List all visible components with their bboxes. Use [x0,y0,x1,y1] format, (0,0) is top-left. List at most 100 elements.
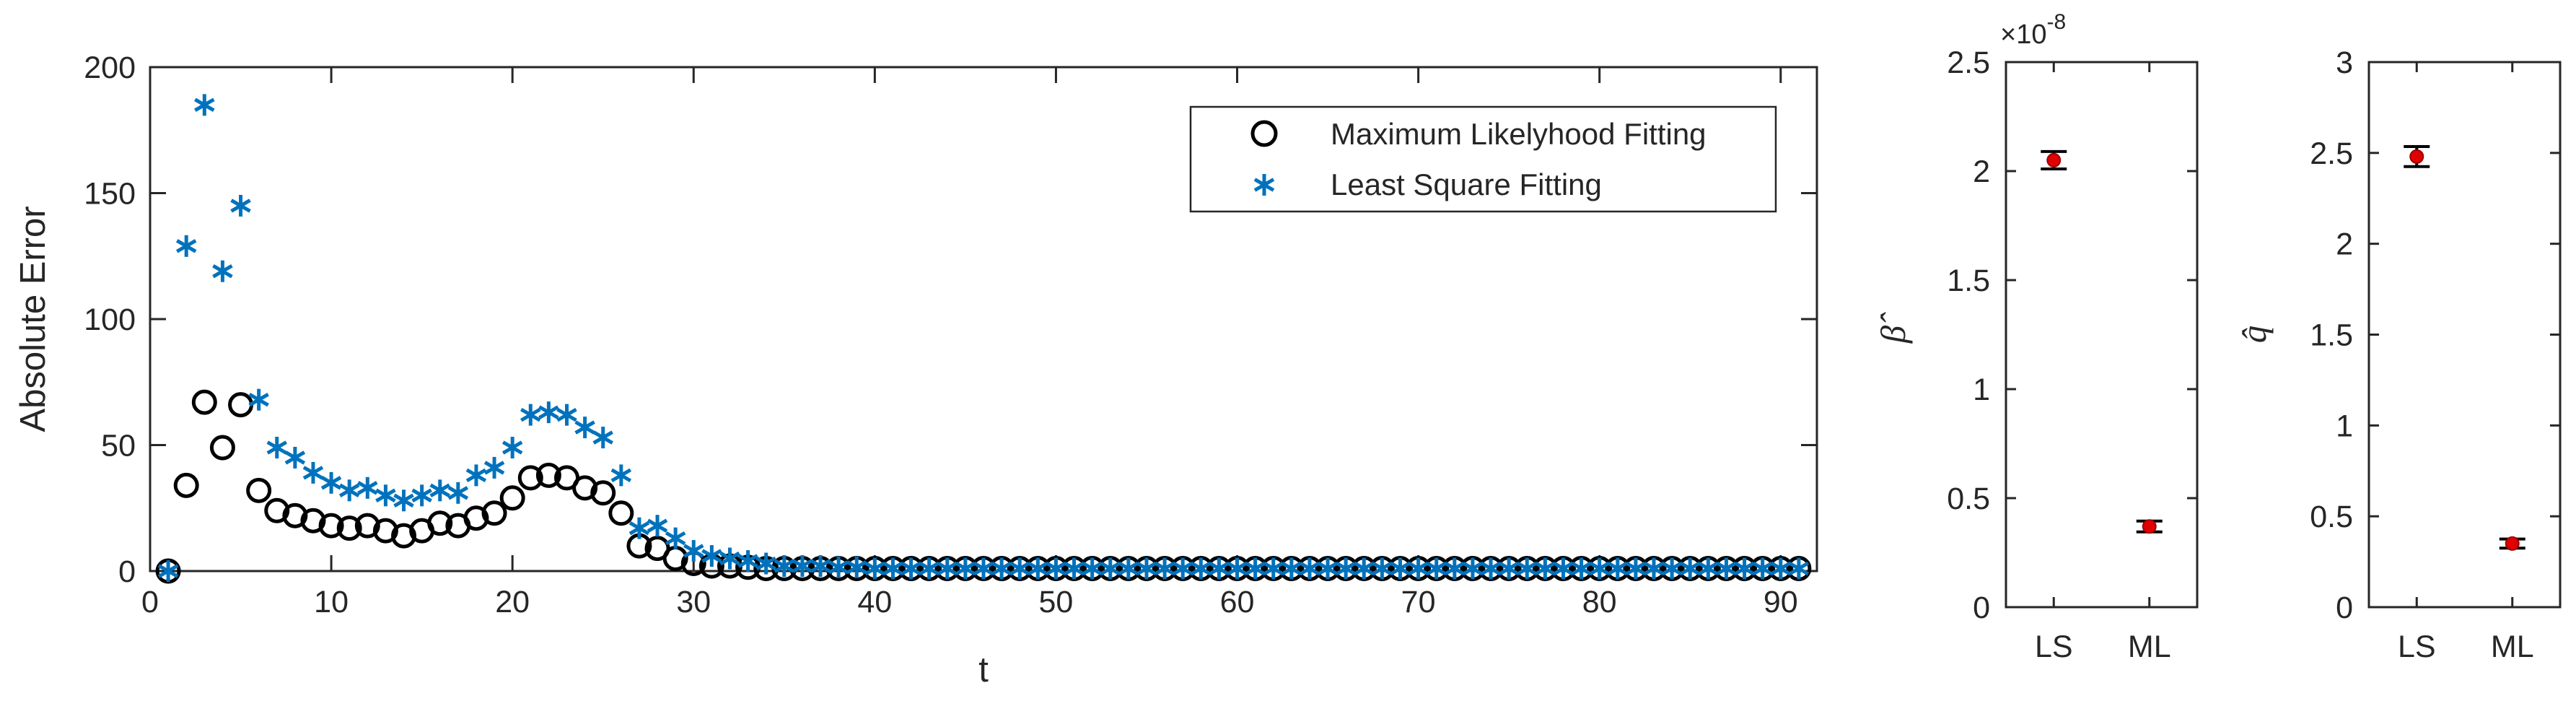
ls-point [864,557,885,580]
ls-point [1517,557,1538,580]
ls-point [194,94,215,116]
x-tick-label: 70 [1401,585,1436,619]
ls-point [955,557,976,580]
ml-point [391,523,417,549]
ls-point [375,484,396,507]
category-label: LS [2398,630,2436,664]
ls-point [320,471,342,494]
ls-point [157,560,179,582]
ls-point [1100,557,1121,580]
ls-point [1752,557,1773,580]
ls-point [248,388,269,411]
ml-point [354,513,380,539]
main-x-axis-label: t [978,650,989,689]
ml-point [336,515,362,541]
ml-point [463,505,489,531]
y-tick-label: 50 [101,429,136,463]
ls-point [846,556,867,578]
ls-point [1064,557,1085,580]
ml-point [517,465,543,491]
ls-point [1009,557,1030,580]
ls-point [1172,557,1193,580]
ls-point [1390,557,1411,580]
ls-point [1462,557,1484,580]
y-tick-label: 2.5 [1947,45,1990,80]
ls-point [230,194,251,217]
x-tick-label: 60 [1220,585,1255,619]
ls-point [1698,557,1719,580]
ls-point [1191,557,1212,580]
ls-point [465,464,487,487]
beta-data-marks [2041,149,2163,534]
ls-point [538,401,559,424]
x-tick-label: 30 [676,585,711,619]
ml-point [590,480,616,506]
x-tick-label: 40 [857,585,892,619]
errorbar-ls [2404,145,2430,168]
estimate-point-ls [2409,149,2424,164]
ls-point [1046,557,1066,580]
ls-point [284,446,306,469]
ls-point [574,417,595,439]
ml-point [535,462,561,488]
x-tick-label: 20 [495,585,530,619]
legend-asterisk-marker [1253,174,1275,196]
ml-point [191,389,217,415]
ls-point [1136,557,1157,580]
category-label: ML [2128,630,2171,664]
ls-point [647,515,668,537]
ls-point [919,557,939,580]
ls-point [1480,557,1502,580]
ls-point [447,482,469,504]
errorbar-ml [2136,519,2163,534]
q-errorbar-chart: 0 0.5 1 1.5 2 2.5 3 LS ML q̂ [2234,45,2562,664]
ls-point [520,404,541,426]
ls-point [828,556,849,578]
ls-point [1498,557,1520,580]
ml-point [608,500,634,526]
x-tick-label: 0 [141,585,159,619]
ls-point [393,489,414,512]
category-label: ML [2491,630,2534,664]
ml-point [282,502,308,528]
ls-point [1408,557,1429,580]
ls-point [1444,557,1466,580]
ml-point [264,497,290,523]
legend-entry-ml: Maximum Likelyhood Fitting [1331,117,1707,151]
estimate-point-ml [2505,536,2520,551]
ls-point [1661,557,1683,580]
ls-point [483,456,505,479]
q-axis-ticks: 0 0.5 1 1.5 2 2.5 3 LS ML [2310,45,2560,664]
ls-point [1118,557,1139,580]
ls-point [302,461,324,484]
ls-point [901,557,921,580]
y-tick-label: 2.5 [2310,136,2353,171]
y-tick-label: 1.5 [1947,264,1990,298]
beta-y-axis-label: β̂ [1873,312,1913,344]
ls-point [1082,557,1103,580]
x-tick-label: 50 [1039,585,1074,619]
ls-point [774,555,795,578]
ls-point [1643,557,1665,580]
ls-point [937,557,958,580]
q-y-axis-label: q̂ [2234,326,2274,344]
ml-point [300,508,326,534]
ls-point [810,555,831,578]
beta-exponent-label: ×10-8 [2000,10,2066,50]
ls-point [701,545,722,567]
y-tick-label: 3 [2336,45,2353,80]
estimate-point-ls [2046,152,2062,167]
y-tick-label: 0 [118,554,136,589]
legend-asterisk-glyph [1253,174,1275,196]
ls-point [1625,557,1647,580]
ml-point [173,472,199,498]
ml-point [499,485,525,511]
legend: Maximum Likelyhood Fitting Least Square … [1189,105,1777,213]
ls-point [1734,557,1755,580]
q-data-marks [2404,145,2525,551]
main-scatter-chart: 0 10 20 30 40 50 60 70 80 90 0 50 100 150 200 Absolute… [14,51,1818,689]
ls-point [755,552,776,575]
ls-point [737,550,758,572]
ml-point [427,510,453,536]
